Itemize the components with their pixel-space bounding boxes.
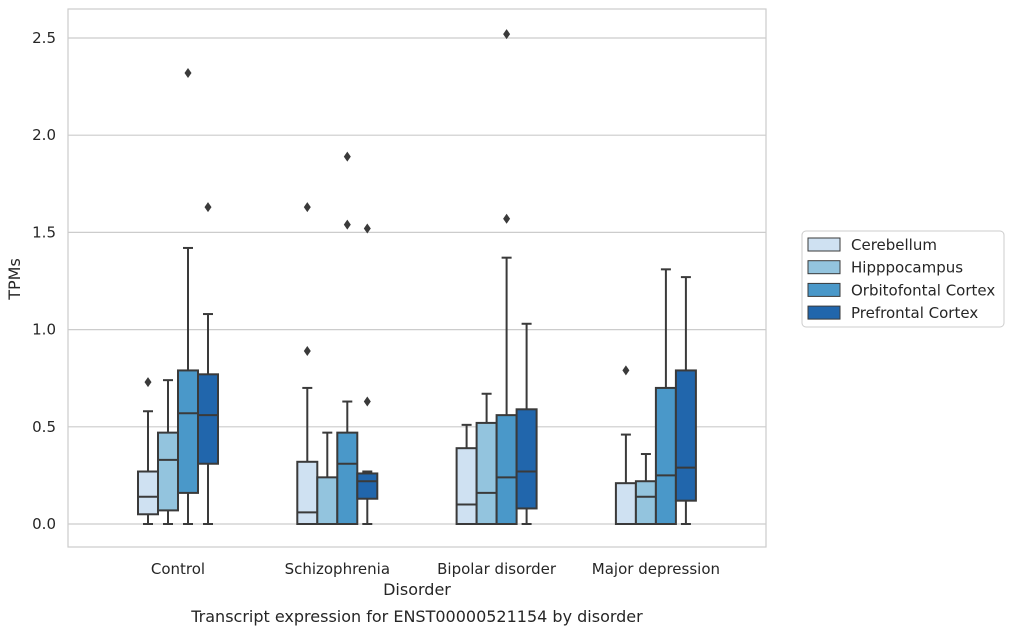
box-hipppocampus (316, 431, 339, 525)
outlier-point (363, 396, 371, 407)
iqr-box (455, 447, 478, 525)
box-cerebellum (614, 365, 637, 525)
box-cerebellum (296, 202, 319, 525)
outlier-point (503, 29, 511, 40)
box-orbitofontal-cortex (495, 29, 518, 525)
boxes (137, 29, 697, 526)
legend-swatch (807, 305, 841, 320)
box-hipppocampus (634, 453, 657, 525)
iqr-box (356, 472, 379, 500)
outlier-point (144, 377, 152, 388)
y-tick-label: 2.5 (32, 29, 56, 47)
box-prefrontal-cortex (674, 276, 697, 525)
legend-label: Hipppocampus (851, 259, 963, 277)
y-tick-label: 0.5 (32, 418, 56, 436)
outlier-point (363, 223, 371, 234)
iqr-box (515, 408, 538, 510)
box-orbitofontal-cortex (336, 151, 359, 525)
legend-swatch (807, 237, 841, 252)
y-tick-labels: 0.0 0.5 1.0 1.5 2.0 2.5 (32, 29, 56, 533)
outlier-point (303, 345, 311, 356)
outlier-point (503, 213, 511, 224)
iqr-box (137, 470, 159, 516)
y-tick-label: 1.5 (32, 223, 56, 241)
outlier-point (303, 202, 311, 213)
box-cerebellum (137, 377, 159, 525)
iqr-box (157, 431, 179, 512)
legend-label: Cerebellum (851, 236, 937, 254)
x-tick-label: Schizophrenia (285, 560, 390, 578)
iqr-box (634, 480, 657, 525)
box-prefrontal-cortex (356, 223, 379, 525)
y-tick-label: 2.0 (32, 126, 56, 144)
y-tick-label: 0.0 (32, 515, 56, 533)
box-orbitofontal-cortex (654, 268, 677, 526)
x-tick-label: Control (151, 560, 205, 578)
outlier-point (343, 151, 351, 162)
iqr-box (654, 386, 677, 526)
box-hipppocampus (157, 379, 179, 525)
iqr-box (495, 414, 518, 525)
x-axis-label: Disorder (383, 580, 451, 599)
outlier-point (204, 202, 212, 213)
legend: Cerebellum Hipppocampus Orbitofontal Corte… (801, 230, 1005, 328)
iqr-box (296, 460, 319, 525)
box-orbitofontal-cortex (177, 67, 199, 525)
iqr-box (614, 482, 637, 525)
x-tick-label: Bipolar disorder (437, 560, 557, 578)
iqr-box (475, 421, 498, 525)
plot-frame (67, 8, 767, 548)
outlier-point (622, 365, 630, 376)
x-tick-label: Major depression (592, 560, 720, 578)
legend-swatch (807, 260, 841, 275)
iqr-box (177, 369, 199, 494)
iqr-box (197, 373, 219, 465)
y-axis-label: TPMs (5, 258, 24, 301)
chart-caption: Transcript expression for ENST0000052115… (190, 607, 643, 626)
iqr-box (674, 369, 697, 502)
box-cerebellum (455, 423, 478, 525)
box-hipppocampus (475, 392, 498, 525)
outlier-point (184, 67, 192, 78)
legend-label: Orbitofontal Cortex (851, 281, 995, 299)
legend-label: Prefrontal Cortex (851, 304, 978, 322)
x-tick-labels: Control Schizophrenia Bipolar disorder Majo… (151, 560, 720, 578)
y-tick-label: 1.0 (32, 321, 56, 339)
legend-frame (801, 230, 1005, 328)
outlier-point (343, 219, 351, 230)
box-prefrontal-cortex (515, 322, 538, 525)
iqr-box (316, 476, 339, 525)
legend-swatch (807, 282, 841, 297)
box-prefrontal-cortex (197, 202, 219, 525)
iqr-box (336, 431, 359, 525)
